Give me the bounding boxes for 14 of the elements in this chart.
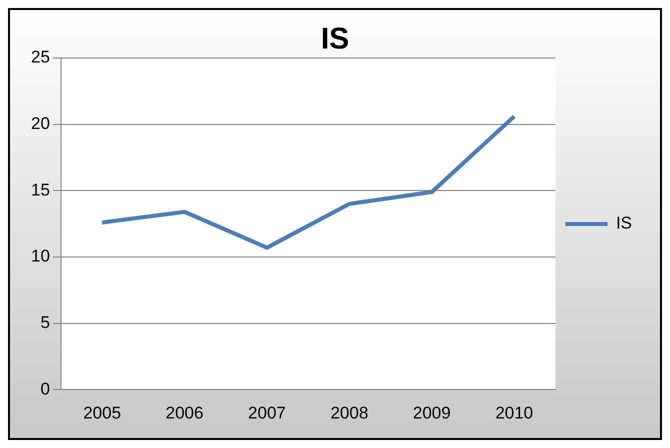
- x-tick-label: 2007: [248, 403, 286, 422]
- y-tick-label: 0: [40, 379, 50, 398]
- legend-label: IS: [616, 214, 632, 233]
- y-tick-label: 25: [30, 48, 50, 67]
- y-tick-label: 15: [30, 180, 50, 200]
- x-tick-label: 2009: [412, 403, 451, 422]
- x-tick-label: 2005: [83, 403, 122, 422]
- x-tick-label: 2006: [166, 403, 204, 422]
- y-tick-label: 10: [30, 246, 50, 266]
- x-tick-label: 2010: [495, 403, 534, 422]
- y-tick-label: 5: [40, 312, 50, 332]
- x-tick-label: 2008: [330, 403, 368, 422]
- chart-title: IS: [320, 22, 350, 56]
- y-tick-label: 20: [30, 114, 50, 134]
